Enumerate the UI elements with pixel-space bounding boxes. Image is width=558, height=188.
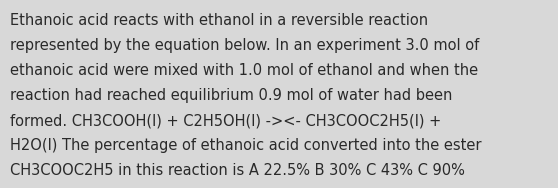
Text: H2O(l) The percentage of ethanoic acid converted into the ester: H2O(l) The percentage of ethanoic acid c… xyxy=(10,138,482,153)
Text: represented by the equation below. In an experiment 3.0 mol of: represented by the equation below. In an… xyxy=(10,38,479,53)
Text: formed. CH3COOH(l) + C2H5OH(l) -><- CH3COOC2H5(l) +: formed. CH3COOH(l) + C2H5OH(l) -><- CH3C… xyxy=(10,113,441,128)
Text: CH3COOC2H5 in this reaction is A 22.5% B 30% C 43% C 90%: CH3COOC2H5 in this reaction is A 22.5% B… xyxy=(10,163,465,178)
Text: reaction had reached equilibrium 0.9 mol of water had been: reaction had reached equilibrium 0.9 mol… xyxy=(10,88,453,103)
Text: Ethanoic acid reacts with ethanol in a reversible reaction: Ethanoic acid reacts with ethanol in a r… xyxy=(10,13,428,28)
Text: ethanoic acid were mixed with 1.0 mol of ethanol and when the: ethanoic acid were mixed with 1.0 mol of… xyxy=(10,63,478,78)
